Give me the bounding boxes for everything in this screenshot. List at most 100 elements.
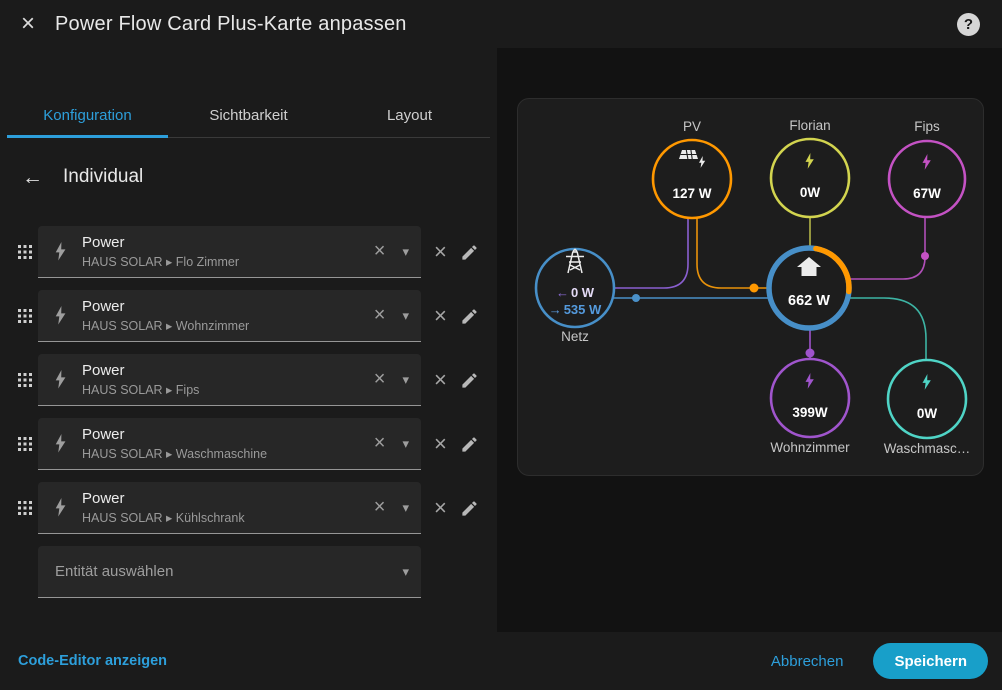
entity-card[interactable]: Power HAUS SOLAR ▸ Fips × ▾ bbox=[38, 354, 421, 406]
entity-text: Power HAUS SOLAR ▸ Kühlschrank bbox=[82, 490, 245, 525]
clear-value-icon[interactable]: × bbox=[373, 432, 386, 454]
edit-pencil-icon[interactable] bbox=[460, 435, 479, 454]
entity-card[interactable]: Power HAUS SOLAR ▸ Kühlschrank × ▾ bbox=[38, 482, 421, 534]
pv-node-ring[interactable] bbox=[651, 138, 733, 220]
entity-list: Power HAUS SOLAR ▸ Flo Zimmer × ▾ × Powe… bbox=[0, 226, 497, 598]
waschmaschine-value: 0W bbox=[917, 406, 938, 421]
tab-konfiguration[interactable]: Konfiguration bbox=[7, 94, 168, 138]
save-button[interactable]: Speichern bbox=[873, 643, 988, 679]
waschmaschine-label: Waschmasc… bbox=[884, 441, 971, 456]
arrow-right-icon: → bbox=[549, 302, 562, 317]
edit-pencil-icon[interactable] bbox=[460, 371, 479, 390]
drag-handle[interactable] bbox=[0, 437, 38, 451]
drag-dots-icon bbox=[17, 437, 21, 440]
preview-pane: PV Florian Fips 127 W 0W 67W 662 W ← 0 W … bbox=[497, 48, 1002, 632]
fips-value: 67W bbox=[913, 186, 941, 201]
flow-dot-solar bbox=[749, 283, 759, 293]
fips-node-ring[interactable] bbox=[887, 139, 967, 219]
drag-dots-icon bbox=[17, 373, 21, 376]
back-arrow-icon[interactable]: ← bbox=[22, 165, 43, 189]
close-icon[interactable]: × bbox=[20, 10, 35, 37]
config-pane: Konfiguration Sichtbarkeit Layout ← Indi… bbox=[0, 48, 497, 632]
entity-card[interactable]: Power HAUS SOLAR ▸ Flo Zimmer × ▾ bbox=[38, 226, 421, 278]
code-editor-link[interactable]: Code-Editor anzeigen bbox=[18, 653, 168, 669]
entity-subtitle: HAUS SOLAR ▸ Wohnzimmer bbox=[82, 319, 250, 333]
drag-handle[interactable] bbox=[0, 245, 38, 259]
netz-label: Netz bbox=[561, 329, 589, 344]
entity-picker[interactable]: Entität auswählen ▾ bbox=[38, 546, 421, 598]
edit-pencil-icon[interactable] bbox=[460, 243, 479, 262]
entity-row: Power HAUS SOLAR ▸ Wohnzimmer × ▾ × bbox=[0, 290, 497, 342]
dialog-body: Konfiguration Sichtbarkeit Layout ← Indi… bbox=[0, 48, 1002, 632]
tab-layout[interactable]: Layout bbox=[386, 107, 433, 124]
power-flow-preview-card: PV Florian Fips 127 W 0W 67W 662 W ← 0 W … bbox=[517, 98, 984, 476]
chevron-down-icon[interactable]: ▾ bbox=[402, 435, 409, 451]
chevron-down-icon[interactable]: ▾ bbox=[402, 499, 409, 515]
drag-handle[interactable] bbox=[0, 501, 38, 515]
clear-value-icon[interactable]: × bbox=[373, 240, 386, 262]
remove-row-button[interactable]: × bbox=[434, 367, 447, 392]
chevron-down-icon[interactable]: ▾ bbox=[402, 307, 409, 323]
waschmaschine-node-ring[interactable] bbox=[886, 358, 968, 440]
flash-icon bbox=[55, 306, 66, 325]
entity-picker-placeholder: Entität auswählen bbox=[55, 563, 174, 580]
netz-export-value: 535 W bbox=[564, 302, 602, 317]
power-flow-diagram: PV Florian Fips 127 W 0W 67W 662 W ← 0 W … bbox=[534, 118, 971, 456]
flash-icon bbox=[55, 434, 66, 453]
wohnzimmer-node-ring[interactable] bbox=[769, 357, 851, 439]
remove-row-button[interactable]: × bbox=[434, 431, 447, 456]
entity-title: Power bbox=[82, 362, 125, 379]
entity-title: Power bbox=[82, 298, 125, 315]
flash-icon bbox=[55, 242, 66, 261]
flash-icon bbox=[55, 498, 66, 517]
chevron-down-icon[interactable]: ▾ bbox=[402, 243, 409, 259]
entity-title: Power bbox=[82, 234, 125, 251]
florian-node-ring[interactable] bbox=[769, 137, 851, 219]
tab-bar: Konfiguration Sichtbarkeit Layout bbox=[7, 94, 490, 138]
dialog-footer: Code-Editor anzeigen Abbrechen Speichern bbox=[0, 632, 1002, 690]
entity-row: Power HAUS SOLAR ▸ Kühlschrank × ▾ × bbox=[0, 482, 497, 534]
entity-subtitle: HAUS SOLAR ▸ Fips bbox=[82, 383, 200, 397]
remove-row-button[interactable]: × bbox=[434, 495, 447, 520]
florian-value: 0W bbox=[800, 185, 821, 200]
waschmaschine-flash-icon bbox=[922, 374, 931, 390]
remove-row-button[interactable]: × bbox=[434, 239, 447, 264]
clear-value-icon[interactable]: × bbox=[373, 496, 386, 518]
help-icon[interactable]: ? bbox=[957, 12, 980, 36]
entity-card[interactable]: Power HAUS SOLAR ▸ Waschmaschine × ▾ bbox=[38, 418, 421, 470]
entity-row: Power HAUS SOLAR ▸ Fips × ▾ × bbox=[0, 354, 497, 406]
cancel-button[interactable]: Abbrechen bbox=[770, 652, 844, 670]
entity-subtitle: HAUS SOLAR ▸ Flo Zimmer bbox=[82, 255, 239, 269]
line-pv-home bbox=[696, 218, 769, 289]
remove-row-button[interactable]: × bbox=[434, 303, 447, 328]
entity-row: Power HAUS SOLAR ▸ Flo Zimmer × ▾ × bbox=[0, 226, 497, 278]
line-pv-netz bbox=[613, 218, 689, 289]
drag-dots-icon bbox=[17, 501, 21, 504]
chevron-down-icon[interactable]: ▾ bbox=[402, 371, 409, 387]
florian-label: Florian bbox=[789, 118, 830, 133]
drag-dots-icon bbox=[17, 245, 21, 248]
entity-title: Power bbox=[82, 490, 125, 507]
entity-text: Power HAUS SOLAR ▸ Wohnzimmer bbox=[82, 298, 249, 333]
home-value: 662 W bbox=[788, 293, 830, 309]
clear-value-icon[interactable]: × bbox=[373, 304, 386, 326]
chevron-down-icon[interactable]: ▾ bbox=[402, 563, 409, 579]
entity-row: Power HAUS SOLAR ▸ Waschmaschine × ▾ × bbox=[0, 418, 497, 470]
drag-handle[interactable] bbox=[0, 373, 38, 387]
section-header: ← Individual bbox=[22, 164, 497, 190]
tab-sichtbarkeit[interactable]: Sichtbarkeit bbox=[209, 107, 288, 124]
flow-dot-wohnzimmer bbox=[805, 348, 815, 358]
drag-handle[interactable] bbox=[0, 309, 38, 323]
edit-pencil-icon[interactable] bbox=[460, 499, 479, 518]
transmission-tower-icon bbox=[566, 248, 584, 274]
florian-flash-icon bbox=[805, 153, 814, 169]
entity-card[interactable]: Power HAUS SOLAR ▸ Wohnzimmer × ▾ bbox=[38, 290, 421, 342]
arrow-left-icon: ← bbox=[556, 285, 569, 300]
entity-title: Power bbox=[82, 426, 125, 443]
entity-subtitle: HAUS SOLAR ▸ Waschmaschine bbox=[82, 447, 268, 461]
entity-subtitle: HAUS SOLAR ▸ Kühlschrank bbox=[82, 511, 245, 525]
dialog-title: Power Flow Card Plus-Karte anpassen bbox=[55, 12, 407, 35]
pv-label: PV bbox=[683, 119, 701, 134]
edit-pencil-icon[interactable] bbox=[460, 307, 479, 326]
clear-value-icon[interactable]: × bbox=[373, 368, 386, 390]
